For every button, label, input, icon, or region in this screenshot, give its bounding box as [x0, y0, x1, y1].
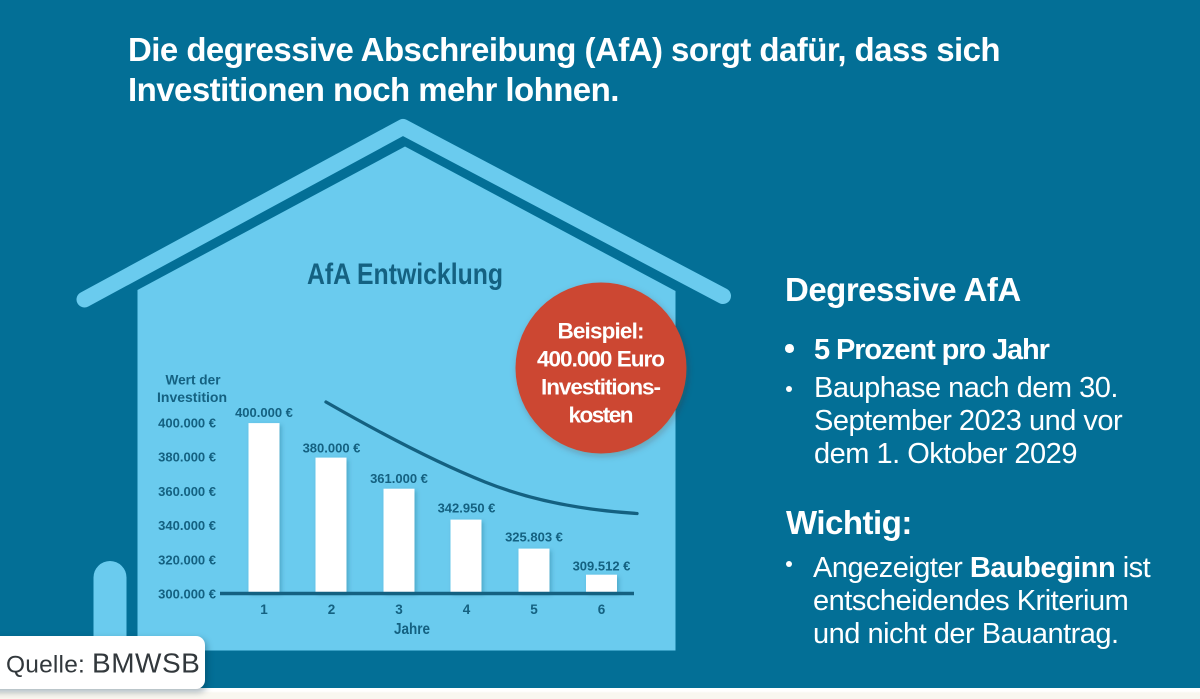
svg-text:360.000 €: 360.000 € — [158, 484, 216, 499]
svg-text:380.000 €: 380.000 € — [303, 441, 361, 456]
svg-text:kosten: kosten — [569, 403, 634, 428]
svg-text:309.512 €: 309.512 € — [573, 559, 631, 574]
svg-text:320.000 €: 320.000 € — [158, 552, 216, 567]
svg-text:400.000 €: 400.000 € — [235, 405, 293, 420]
svg-text:380.000 €: 380.000 € — [158, 450, 216, 465]
svg-text:Jahre: Jahre — [394, 621, 430, 638]
svg-text:Wert der: Wert der — [166, 372, 222, 388]
svg-text:325.803 €: 325.803 € — [505, 529, 563, 544]
svg-text:340.000 €: 340.000 € — [158, 518, 216, 533]
svg-text:361.000 €: 361.000 € — [370, 471, 428, 486]
svg-text:AfA Entwicklung: AfA Entwicklung — [307, 258, 503, 291]
svg-text:4: 4 — [463, 602, 471, 617]
svg-text:Investition: Investition — [157, 389, 227, 405]
svg-text:Beispiel:: Beispiel: — [558, 319, 645, 344]
svg-text:5: 5 — [530, 602, 538, 617]
svg-text:Investitions-: Investitions- — [541, 375, 661, 400]
svg-text:400.000 Euro: 400.000 Euro — [537, 347, 665, 372]
svg-text:1: 1 — [260, 602, 268, 617]
svg-text:300.000 €: 300.000 € — [158, 587, 216, 602]
svg-text:3: 3 — [395, 602, 403, 617]
svg-text:342.950 €: 342.950 € — [438, 501, 496, 516]
svg-text:6: 6 — [598, 602, 606, 617]
svg-text:2: 2 — [328, 602, 336, 617]
svg-text:400.000 €: 400.000 € — [158, 416, 216, 431]
